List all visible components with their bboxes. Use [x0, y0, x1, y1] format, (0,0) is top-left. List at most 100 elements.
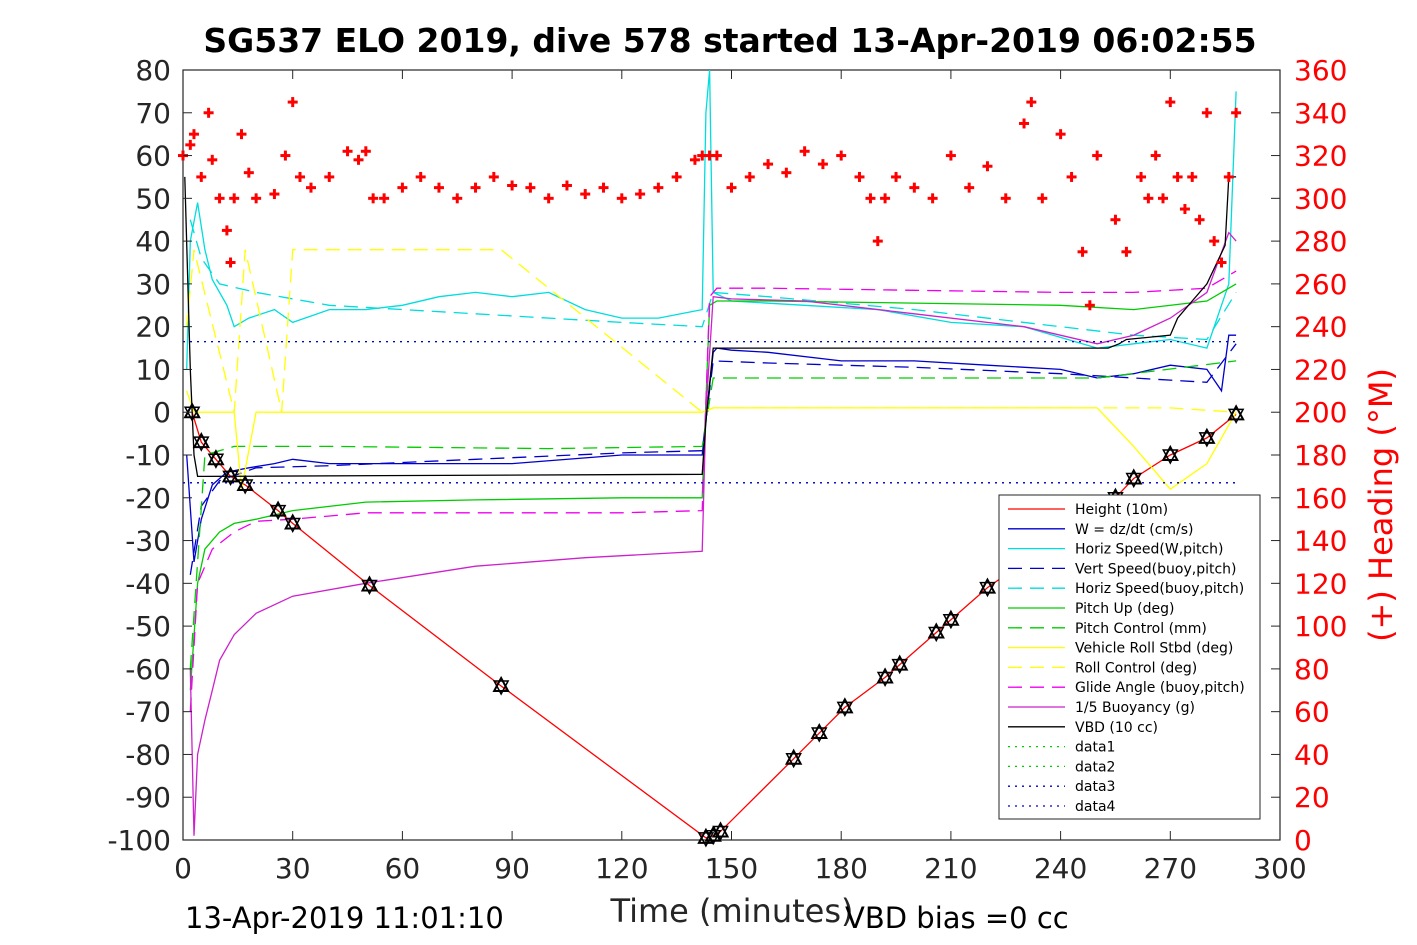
heading-point: [360, 146, 371, 157]
series-line-1-5-buoyancy-g: [189, 231, 1237, 836]
heading-point: [287, 97, 298, 108]
heading-point: [225, 257, 236, 268]
right-tick-label: 200: [1294, 396, 1347, 429]
heading-point: [353, 154, 364, 165]
heading-point: [744, 171, 755, 182]
x-axis-label: Time (minutes): [610, 892, 854, 930]
left-tick-label: 40: [135, 225, 171, 258]
left-tick-label: -60: [125, 653, 171, 686]
height-sample-marker: [284, 513, 302, 534]
left-tick-label: -50: [125, 610, 171, 643]
heading-point: [1143, 193, 1154, 204]
heading-point: [1209, 236, 1220, 247]
left-tick-label: -10: [125, 439, 171, 472]
legend-label: Height (10m): [1075, 502, 1168, 518]
height-sample-marker: [183, 402, 201, 422]
heading-point: [269, 189, 280, 200]
heading-point: [653, 182, 664, 193]
heading-point: [196, 171, 207, 182]
heading-point: [214, 193, 225, 204]
heading-point: [207, 154, 218, 165]
footer-vbd-bias: VBD bias =0 cc: [845, 901, 1069, 935]
height-sample-marker: [891, 654, 909, 675]
bottom-tick-label: 270: [1144, 852, 1197, 885]
heading-point: [280, 150, 291, 161]
legend-items: Height (10m) W = dz/dt (cm/s) Horiz Speed(…: [1008, 502, 1245, 815]
heading-point: [598, 182, 609, 193]
height-sample-marker: [876, 667, 894, 688]
heading-point: [909, 182, 920, 193]
right-tick-label: 160: [1294, 482, 1347, 515]
heading-point: [1066, 171, 1077, 182]
heading-point: [964, 182, 975, 193]
heading-point: [616, 193, 627, 204]
right-tick-label: 280: [1294, 225, 1347, 258]
heading-point: [945, 150, 956, 161]
right-tick-label: 140: [1294, 525, 1347, 558]
bottom-tick-label: 90: [494, 852, 530, 885]
marker-layer: [178, 97, 1245, 848]
heading-point: [891, 171, 902, 182]
right-tick-label: 240: [1294, 311, 1347, 344]
bottom-tick-label: 240: [1034, 852, 1087, 885]
left-tick-label: -100: [107, 824, 171, 857]
heading-point: [368, 193, 379, 204]
heading-point: [580, 189, 591, 200]
heading-point: [561, 180, 572, 191]
bottom-tick-label: 0: [174, 852, 192, 885]
height-sample-marker: [360, 575, 379, 596]
heading-point: [379, 193, 390, 204]
heading-point: [221, 225, 232, 236]
heading-point: [711, 150, 722, 161]
height-sample-marker: [207, 449, 225, 469]
height-sample-marker: [978, 577, 997, 598]
heading-point: [836, 150, 847, 161]
left-tick-label: 50: [135, 182, 171, 215]
heading-point: [295, 171, 306, 182]
series-line-vehicle-roll-stbd-deg: [186, 390, 1237, 491]
footer-timestamp: 13-Apr-2019 11:01:10: [185, 901, 504, 935]
height-sample-marker: [492, 675, 510, 696]
right-tick-label: 80: [1294, 653, 1330, 686]
left-tick-label: 10: [135, 353, 171, 386]
heading-point: [865, 193, 876, 204]
legend-label: Horiz Speed(buoy,pitch): [1075, 581, 1244, 597]
height-sample-marker: [236, 474, 254, 495]
series-line-horiz-speed-w-pitch: [186, 69, 1237, 370]
legend-label: data3: [1075, 779, 1115, 795]
right-tick-label: 120: [1294, 567, 1347, 600]
heading-point: [397, 182, 408, 193]
height-sample-marker: [221, 466, 240, 486]
right-tick-label: 260: [1294, 268, 1347, 301]
left-tick-label: -80: [125, 738, 171, 771]
right-tick-label: 60: [1294, 696, 1330, 729]
left-tick-label: -90: [125, 781, 171, 814]
legend-label: data1: [1075, 740, 1115, 756]
left-tick-label: -40: [125, 567, 171, 600]
heading-point: [415, 171, 426, 182]
height-sample-marker: [1198, 427, 1216, 448]
heading-point: [507, 180, 518, 191]
heading-point: [1231, 107, 1242, 118]
heading-point: [1037, 193, 1048, 204]
right-tick-label: 100: [1294, 610, 1347, 643]
height-sample-marker: [269, 500, 287, 521]
right-tick-label: 360: [1294, 54, 1347, 87]
left-axis-ticks: 80 70 60 50 40 30 20 10 0 -10 -20 -30 -40 -50 -60 -70 -8…: [107, 54, 192, 857]
legend-label: Pitch Control (mm): [1075, 621, 1207, 637]
height-sample-marker: [192, 432, 210, 452]
heading-point: [1110, 214, 1121, 225]
heading-point: [635, 189, 646, 200]
heading-point: [229, 193, 240, 204]
legend-label: Glide Angle (buoy,pitch): [1075, 680, 1245, 696]
bottom-tick-label: 60: [385, 852, 421, 885]
heading-point: [251, 193, 262, 204]
right-tick-label: 320: [1294, 140, 1347, 173]
heading-point: [305, 182, 316, 193]
bottom-tick-label: 210: [924, 852, 977, 885]
heading-point: [1055, 129, 1066, 140]
legend-label: data2: [1075, 759, 1115, 775]
left-tick-label: 30: [135, 268, 171, 301]
legend-label: VBD (10 cc): [1075, 720, 1158, 736]
series-line-glide-angle-buoy-pitch: [189, 270, 1237, 712]
